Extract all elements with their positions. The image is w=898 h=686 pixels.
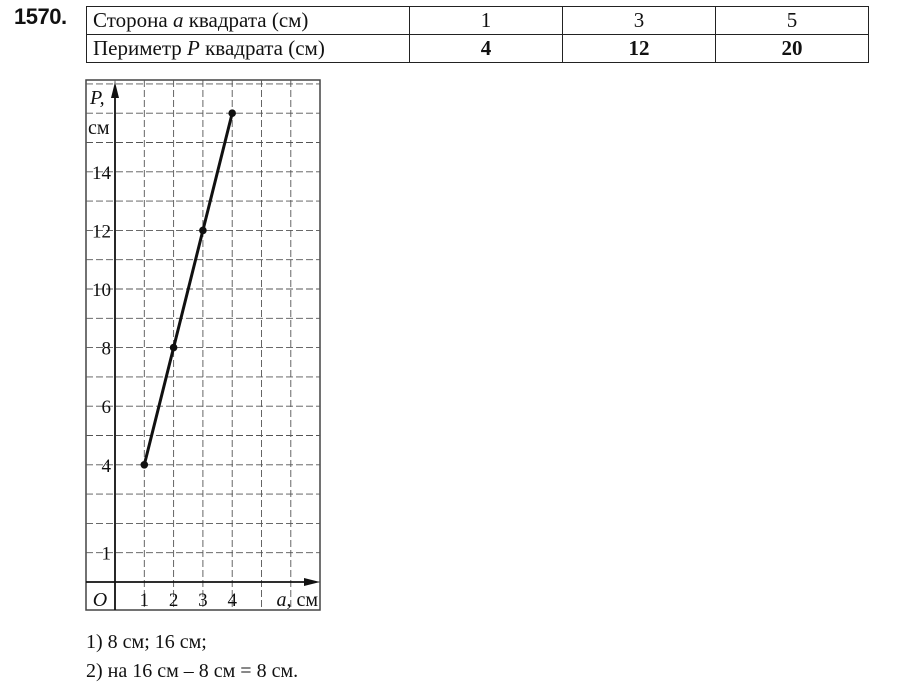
- problem-number: 1570.: [14, 4, 67, 29]
- answers: 1) 8 см; 16 см; 2) на 16 см – 8 см = 8 с…: [86, 628, 298, 686]
- table-row: Периметр P квадрата (см) 4 12 20: [86, 34, 869, 63]
- y-tick-label: 8: [102, 339, 112, 360]
- perimeter-line: [142, 112, 234, 466]
- table-cell: 3: [562, 6, 716, 35]
- table-row: Сторона a квадрата (см) 1 3 5: [86, 6, 869, 35]
- data-point: [169, 343, 178, 352]
- y-tick-label: 14: [92, 163, 112, 184]
- table-cell: 1: [409, 6, 563, 35]
- row-label: Периметр P квадрата (см): [86, 34, 410, 63]
- data-point: [228, 109, 236, 117]
- grid: [86, 80, 320, 610]
- x-tick-label: 1: [140, 590, 150, 611]
- data-point: [140, 461, 149, 469]
- y-tick-label: 10: [92, 280, 111, 301]
- y-tick-label: 12: [92, 221, 111, 242]
- row-label: Сторона a квадрата (см): [86, 6, 410, 35]
- table-cell: 20: [715, 34, 869, 63]
- answer-line-1: 1) 8 см; 16 см;: [86, 631, 207, 653]
- x-axis-arrow: [304, 578, 320, 586]
- x-tick-label: 2: [169, 590, 179, 611]
- y-axis-arrow: [111, 82, 119, 98]
- table-cell: 5: [715, 6, 869, 35]
- x-axis-label: a, см: [276, 589, 318, 611]
- x-tick-label: 4: [227, 590, 237, 611]
- values-table: Сторона a квадрата (см) 1 3 5 Периметр P…: [86, 6, 869, 63]
- table-cell: 4: [409, 34, 563, 63]
- y-tick-label: 4: [102, 456, 112, 477]
- y-axis-label: P,: [89, 87, 105, 109]
- y-axis-unit: см: [88, 117, 110, 139]
- answer-line-2: 2) на 16 см – 8 см = 8 см.: [86, 660, 299, 682]
- origin-label: O: [93, 589, 107, 611]
- variable-symbol: a: [172, 8, 184, 32]
- variable-symbol: P: [187, 36, 200, 60]
- y-tick-label: 1: [102, 544, 112, 565]
- x-tick-label: 3: [198, 590, 208, 611]
- data-point: [199, 226, 207, 235]
- y-tick-label: 6: [102, 397, 112, 418]
